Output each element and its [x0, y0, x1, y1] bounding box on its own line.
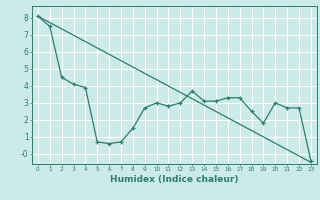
X-axis label: Humidex (Indice chaleur): Humidex (Indice chaleur): [110, 175, 239, 184]
